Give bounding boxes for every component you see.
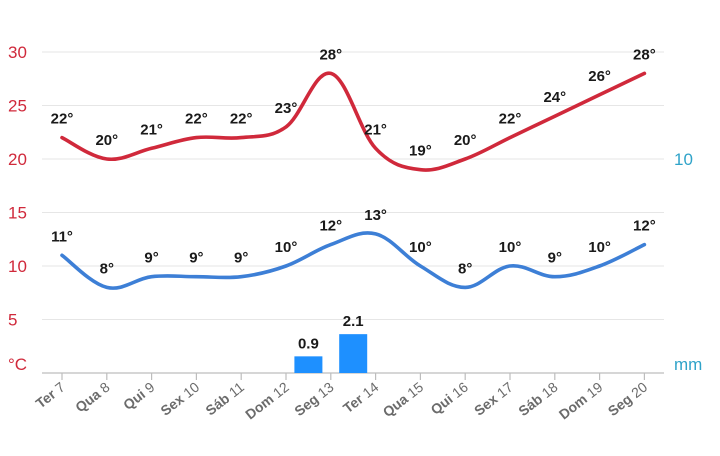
left-tick-label: 5 <box>8 311 17 330</box>
min-temp-label: 12° <box>319 218 342 235</box>
precipitation-bars <box>294 334 368 373</box>
x-tick-label: Sáb 11 <box>202 379 247 419</box>
max-temp-label: 28° <box>633 46 656 63</box>
precip-bar <box>294 356 323 373</box>
x-tick-label: Dom 12 <box>242 379 292 423</box>
x-tick-label: Seg 20 <box>605 379 651 420</box>
max-temp-label: 21° <box>364 121 387 138</box>
left-tick-label: 20 <box>8 150 27 169</box>
max-temp-label: 20° <box>95 132 118 149</box>
min-temp-label: 10° <box>275 239 298 256</box>
max-temp-label: 22° <box>230 111 253 128</box>
x-tick-label: Ter 7 <box>32 379 68 412</box>
left-tick-label: 15 <box>8 204 27 223</box>
min-temp-label: 10° <box>499 239 522 256</box>
min-temp-label: 9° <box>234 250 248 267</box>
max-temp-line <box>60 71 647 172</box>
x-tick-label: Seg 13 <box>291 379 337 420</box>
left-tick-label: 30 <box>8 43 27 62</box>
left-tick-label: 10 <box>8 257 27 276</box>
max-temp-label: 26° <box>588 68 611 85</box>
min-temp-label: 8° <box>458 260 472 277</box>
x-tick-label: Ter 14 <box>340 379 382 416</box>
precip-bar <box>339 334 368 373</box>
x-tick-label: Qua 8 <box>72 379 113 416</box>
min-temp-label: 9° <box>548 250 562 267</box>
right-axis-ticks: 10 <box>674 150 693 169</box>
max-temp-label: 20° <box>454 132 477 149</box>
data-labels: 0.9 2.1 22° 20° 21° 22° 22° 23° 28° 21° 19° 20° 22° 2… <box>51 46 656 352</box>
precip-label: 2.1 <box>343 313 364 330</box>
min-temp-label: 10° <box>588 239 611 256</box>
max-temp-label: 22° <box>499 111 522 128</box>
max-temp-label: 21° <box>140 121 163 138</box>
precip-label: 0.9 <box>298 335 319 352</box>
x-tick-label: Sáb 18 <box>515 379 561 420</box>
max-temp-label: 22° <box>51 111 74 128</box>
x-tick-label: Sex 17 <box>471 379 516 419</box>
left-axis-unit: °C <box>8 355 27 374</box>
min-temp-label: 8° <box>100 260 114 277</box>
min-temp-label: 13° <box>364 207 387 224</box>
right-tick-label: 10 <box>674 150 693 169</box>
temperature-lines <box>60 71 647 290</box>
max-temp-label: 24° <box>543 89 566 106</box>
x-tick-label: Dom 19 <box>556 379 606 423</box>
min-temp-label: 12° <box>633 218 656 235</box>
right-axis-unit: mm <box>674 355 702 374</box>
max-temp-label: 22° <box>185 111 208 128</box>
max-temp-label: 28° <box>319 46 342 63</box>
left-tick-label: 25 <box>8 97 27 116</box>
min-temp-line <box>60 231 647 290</box>
min-temp-label: 11° <box>51 228 73 245</box>
x-tick-label: Qui 16 <box>427 379 471 418</box>
max-temp-label: 19° <box>409 143 432 160</box>
max-temp-label: 23° <box>275 100 298 117</box>
left-axis-ticks: 30 25 20 15 10 5 <box>8 43 27 330</box>
x-tick-label: Qua 15 <box>380 379 427 420</box>
min-temp-label: 9° <box>189 250 203 267</box>
x-tick-label: Sex 10 <box>157 379 202 419</box>
min-temp-label: 9° <box>144 250 158 267</box>
min-temp-label: 10° <box>409 239 432 256</box>
x-tick-label: Qui 9 <box>120 379 158 413</box>
